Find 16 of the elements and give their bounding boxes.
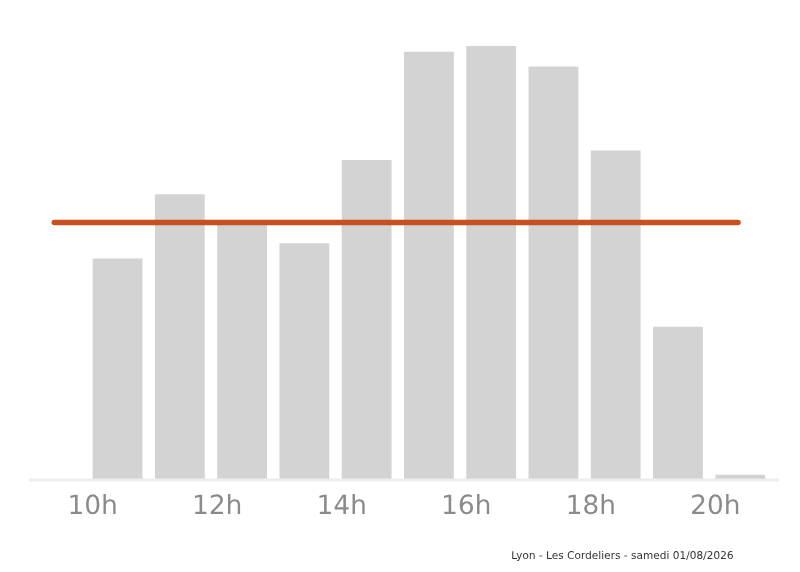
- bar: [590, 150, 641, 480]
- bar: [528, 66, 579, 480]
- bar: [279, 243, 330, 480]
- bar: [341, 159, 392, 480]
- x-tick-label: 20h: [692, 493, 739, 515]
- x-tick-label: 14h: [319, 493, 365, 514]
- x-tick-label: 12h: [194, 493, 241, 514]
- x-tick-label: 16h: [444, 493, 490, 515]
- x-tick-label: 18h: [568, 493, 614, 515]
- bar: [653, 326, 703, 480]
- bar: [154, 194, 205, 480]
- bar: [92, 258, 143, 480]
- bar: [466, 45, 517, 480]
- x-tick-label: 10h: [70, 493, 116, 515]
- bar: [217, 225, 268, 480]
- bar: [404, 51, 454, 480]
